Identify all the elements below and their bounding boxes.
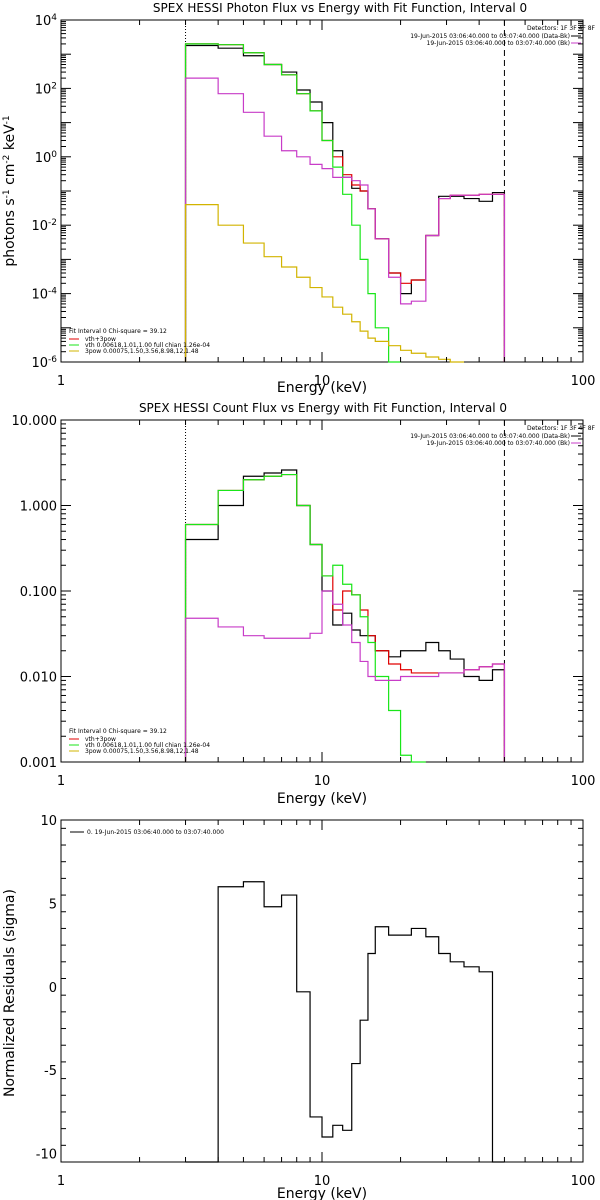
y-tick-label: 100: [35, 150, 58, 166]
x-tick-label: 100: [571, 774, 596, 789]
series-line: [184, 204, 465, 363]
fit-legend-entry: vth 0.00618,1.01,1.00 full chian 1.26e-0…: [85, 742, 210, 749]
y-tick-label: 10-4: [31, 287, 57, 303]
fit-legend-entry: 3pow 0.00075,1.50,3.56,8.98,12,1.48: [85, 748, 199, 755]
legend-entry: 19-Jun-2015 03:06:40.000 to 03:07:40.000…: [410, 33, 570, 40]
fit-legend-entry: vth+3pow: [85, 336, 116, 343]
fit-legend-entry: vth 0.00618,1.01,1.00 full chian 1.26e-0…: [85, 342, 210, 349]
legend-header: Detectors: 1F 3F 4F 8F: [527, 425, 596, 432]
x-tick-label: 1: [57, 374, 65, 389]
plot-area: 1 10 100 10-6 10-4 10-2 100 102 104: [31, 13, 595, 389]
residuals-panel: 1 10 100 -10 -5 0 5 10 Energy (keV) Normalized …: [2, 814, 595, 1200]
photon-flux-panel: SPEX HESSI Photon Flux vs Energy with Fi…: [2, 1, 596, 396]
legend: Detectors: 1F 3F 4F 8F 19-Jun-2015 03:06…: [410, 25, 595, 47]
series-line: [185, 881, 505, 1163]
y-tick-label: 0.100: [20, 585, 57, 600]
x-axis-label: Energy (keV): [277, 380, 367, 396]
series-line: [184, 469, 506, 762]
x-tick-label: 10: [314, 1174, 331, 1189]
x-tick-label: 10: [314, 774, 331, 789]
y-tick-label: 1.000: [20, 500, 57, 515]
legend: 0. 19-Jun-2015 03:06:40.000 to 03:07:40.…: [70, 829, 224, 836]
legend-entry: 19-Jun-2015 03:06:40.000 to 03:07:40.000…: [410, 433, 570, 440]
series-line: [184, 43, 401, 363]
x-axis-label: Energy (keV): [277, 1186, 367, 1200]
y-tick-label: 10: [40, 814, 57, 829]
x-tick-label: 100: [571, 1174, 596, 1189]
y-tick-label: 102: [35, 81, 57, 97]
series-line: [184, 473, 426, 763]
plot-area: 1 10 100 0.001 0.010 0.100 1.000 10.000: [12, 414, 596, 789]
x-axis-label: Energy (keV): [277, 791, 367, 807]
legend-entry: 19-Jun-2015 03:06:40.000 to 03:07:40.000…: [427, 40, 570, 47]
y-tick-label: 5: [49, 897, 57, 912]
x-tick-label: 100: [571, 374, 596, 389]
legend-header: Detectors: 1F 3F 4F 8F: [527, 25, 596, 32]
chart-title: SPEX HESSI Photon Flux vs Energy with Fi…: [153, 1, 527, 15]
fit-legend: Fit Interval 0 Chi-square = 39.12 vth+3p…: [69, 328, 210, 355]
legend: Detectors: 1F 3F 4F 8F 19-Jun-2015 03:06…: [410, 425, 595, 447]
fit-legend-entry: 3pow 0.00075,1.50,3.56,8.98,12,1.48: [85, 348, 199, 355]
y-tick-label: 0.010: [20, 671, 57, 686]
y-axis-label: Normalized Residuals (sigma): [2, 889, 18, 1097]
count-flux-panel: SPEX HESSI Count Flux vs Energy with Fit…: [12, 401, 596, 807]
y-tick-label: 10-2: [31, 218, 57, 234]
plot-frame: [60, 819, 584, 1163]
fit-legend-entry: vth+3pow: [85, 736, 116, 743]
series-line: [184, 77, 506, 362]
series-line: [184, 473, 506, 762]
y-tick-label: 0: [49, 981, 57, 996]
plot-area: 1 10 100 -10 -5 0 5 10: [36, 814, 596, 1189]
y-axis-label: photons s-1 cm-2 keV-1: [2, 115, 18, 266]
fit-legend-header: Fit Interval 0 Chi-square = 39.12: [69, 328, 167, 335]
y-tick-label: 104: [35, 13, 58, 29]
y-tick-label: -10: [36, 1148, 57, 1163]
fit-legend: Fit Interval 0 Chi-square = 39.12 vth+3p…: [69, 728, 210, 755]
y-tick-label: 0.001: [20, 756, 57, 771]
x-tick-label: 1: [57, 1174, 65, 1189]
chart-title: SPEX HESSI Count Flux vs Energy with Fit…: [139, 401, 507, 415]
y-tick-label: 10.000: [12, 414, 58, 429]
fit-legend-header: Fit Interval 0 Chi-square = 39.12: [69, 728, 167, 735]
y-tick-label: 10-6: [31, 355, 57, 371]
x-tick-label: 10: [314, 374, 331, 389]
legend-entry: 0. 19-Jun-2015 03:06:40.000 to 03:07:40.…: [87, 829, 224, 836]
series-line: [184, 590, 506, 762]
legend-entry: 19-Jun-2015 03:06:40.000 to 03:07:40.000…: [427, 440, 570, 447]
y-tick-label: -5: [44, 1064, 57, 1079]
x-tick-label: 1: [57, 774, 65, 789]
